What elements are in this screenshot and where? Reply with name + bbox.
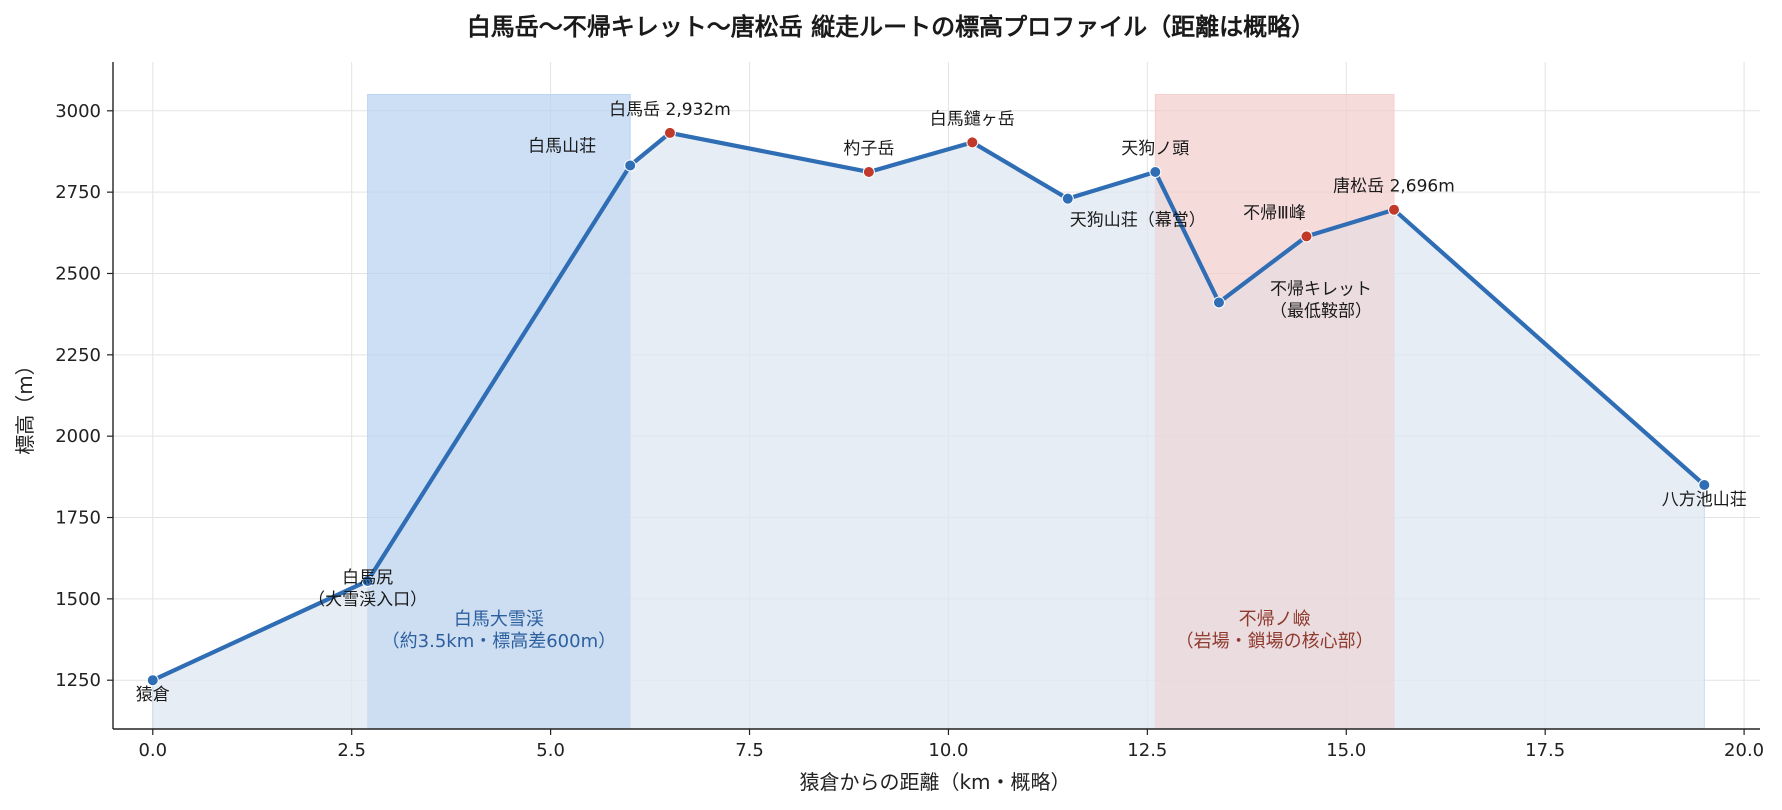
- point-label: 白馬岳 2,932m: [609, 100, 731, 120]
- x-axis-label: 猿倉からの距離（km・概略）: [799, 770, 1070, 794]
- band-label: 白馬大雪渓（約3.5km・標高差600m）: [382, 609, 616, 652]
- point-label: 八方池山荘: [1662, 490, 1747, 510]
- y-tick-label: 1250: [55, 670, 101, 691]
- waypoint-point: [1212, 296, 1225, 309]
- highlight-band-overlay: [1155, 94, 1394, 730]
- profile-line-group: [150, 130, 1707, 683]
- waypoint-point: [1698, 478, 1711, 491]
- x-tick-label: 17.5: [1525, 740, 1565, 761]
- x-tick-label: 0.0: [138, 740, 167, 761]
- x-tick-label: 20.0: [1724, 740, 1764, 761]
- point-label: 唐松岳 2,696m: [1333, 176, 1455, 197]
- summit-point: [1388, 203, 1400, 216]
- point-label: 白馬鑓ヶ岳: [930, 109, 1015, 129]
- y-axis-label: 標高（m）: [13, 355, 37, 454]
- x-tick-label: 10.0: [928, 740, 968, 761]
- highlight-band-overlay: [367, 94, 631, 730]
- point-label: 不帰Ⅲ峰: [1243, 203, 1306, 223]
- y-tick-label: 2250: [55, 345, 101, 366]
- point-label: 猿倉: [136, 685, 170, 705]
- y-ticks: 1250 1500 1750 2000 2250 2500 2750 3000: [55, 101, 113, 691]
- point-label: 天狗山荘（幕営）: [1070, 211, 1206, 231]
- waypoint-point: [1149, 165, 1162, 178]
- summit-point: [1300, 230, 1313, 243]
- x-tick-label: 7.5: [735, 740, 764, 761]
- summit-point: [966, 136, 979, 149]
- waypoint-point: [1061, 192, 1074, 205]
- waypoint-point: [361, 574, 374, 587]
- x-tick-label: 15.0: [1326, 740, 1366, 761]
- point-label: 白馬尻（大雪渓入口）: [308, 568, 427, 610]
- x-tick-label: 2.5: [337, 740, 366, 761]
- point-label: 杓子岳: [843, 139, 894, 159]
- point-label: 白馬山荘: [528, 136, 596, 156]
- profile-line: [150, 130, 1707, 683]
- y-tick-label: 3000: [55, 101, 101, 122]
- chart-title: 白馬岳〜不帰キレット〜唐松岳 縦走ルートの標高プロファイル（距離は概略）: [467, 13, 1315, 41]
- band-overlay: [367, 94, 1394, 730]
- waypoint-point: [146, 674, 159, 687]
- summit-point: [862, 165, 875, 178]
- waypoint-point: [624, 159, 637, 172]
- band-labels: 白馬大雪渓（約3.5km・標高差600m） 不帰ノ嶮（岩場・鎖場の核心部）: [382, 609, 1374, 652]
- point-label: 不帰キレット（最低鞍部）: [1270, 279, 1372, 321]
- x-tick-label: 5.0: [536, 740, 565, 761]
- axes: [112, 62, 1760, 730]
- summit-point: [663, 126, 676, 139]
- y-tick-label: 2500: [55, 263, 101, 284]
- y-tick-label: 2750: [55, 182, 101, 203]
- x-tick-label: 12.5: [1127, 740, 1167, 761]
- y-tick-label: 1750: [55, 508, 101, 529]
- y-tick-label: 2000: [55, 426, 101, 447]
- point-label: 天狗ノ頭: [1121, 139, 1189, 159]
- y-tick-label: 1500: [55, 589, 101, 610]
- band-label: 不帰ノ嶮（岩場・鎖場の核心部）: [1176, 609, 1374, 652]
- x-ticks: 0.0 2.5 5.0 7.5 10.0 12.5 15.0 17.5 20.0: [138, 729, 1764, 761]
- data-points: [146, 126, 1711, 687]
